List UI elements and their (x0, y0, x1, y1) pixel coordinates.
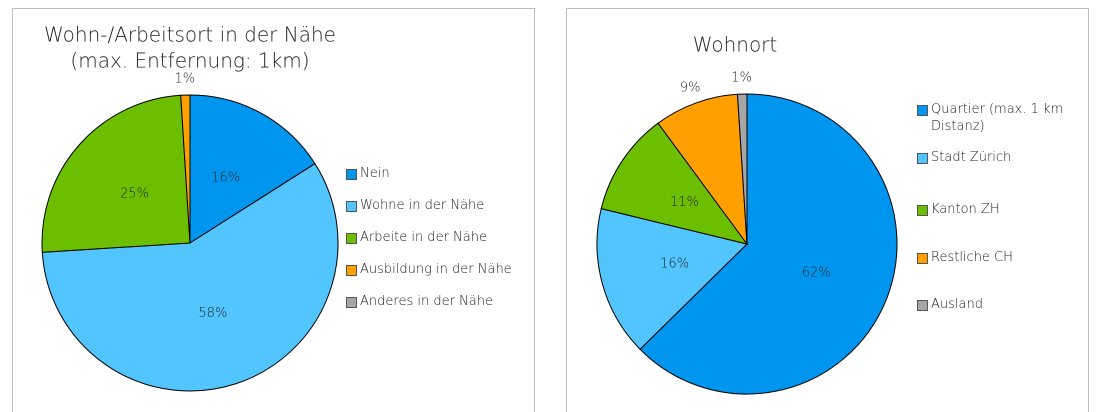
legend-label: Stadt Zürich (931, 150, 1012, 165)
legend-item: Kanton ZH (917, 201, 1000, 218)
legend-item: Anderes in der Nähe (346, 293, 493, 310)
panel (12, 8, 535, 412)
data-label: 9% (680, 81, 701, 96)
data-label: 1% (731, 71, 752, 86)
legend-swatch (346, 233, 357, 244)
pie-slice (657, 93, 748, 246)
legend-label: Nein (360, 166, 390, 181)
pie-slice (639, 93, 898, 395)
legend-swatch (346, 201, 357, 212)
legend-item: Quartier (max. 1 km Distanz) (917, 101, 1082, 135)
legend-item: Wohne in der Nähe (346, 197, 484, 214)
legend-label: Kanton ZH (931, 202, 1000, 217)
legend-swatch (346, 265, 357, 276)
legend-label: Restliche CH (931, 250, 1013, 265)
legend-label: Anderes in der Nähe (360, 294, 493, 309)
legend-swatch (346, 169, 357, 180)
legend-swatch (917, 153, 928, 164)
data-label: 11% (670, 195, 699, 210)
pie-slice (600, 122, 749, 245)
legend-swatch (917, 105, 928, 116)
pie-slice (736, 93, 748, 245)
legend-swatch (917, 253, 928, 264)
data-label: 1% (175, 72, 196, 87)
legend-item: Nein (346, 165, 390, 182)
legend-label: Ausbildung in der Nähe (360, 262, 512, 277)
data-label: 25% (120, 187, 149, 202)
legend-item: Ausland (917, 296, 983, 313)
legend-swatch (346, 297, 357, 308)
chart-title: Wohnort (693, 33, 778, 57)
pie-slice (596, 208, 748, 350)
panel (566, 8, 1089, 412)
legend-item: Ausbildung in der Nähe (346, 261, 512, 278)
legend-label: Wohne in der Nähe (360, 198, 485, 213)
data-label: 62% (802, 265, 831, 280)
legend-label: Quartier (max. 1 km Distanz) (931, 102, 1064, 134)
chart-title: (max. Entfernung: 1km) (70, 49, 309, 73)
legend-item: Stadt Zürich (917, 149, 1011, 166)
pie-slice (41, 163, 339, 392)
data-label: 16% (211, 171, 240, 186)
legend-swatch (917, 205, 928, 216)
chart-title: Wohn-/Arbeitsort in der Nähe (44, 23, 336, 47)
data-label: 58% (198, 306, 227, 321)
pie-slice (189, 94, 316, 244)
legend-item: Arbeite in der Nähe (346, 229, 487, 246)
pie-slice (41, 94, 191, 253)
legend-label: Arbeite in der Nähe (360, 230, 487, 245)
data-label: 16% (660, 256, 689, 271)
legend-swatch (917, 300, 928, 311)
legend-item: Restliche CH (917, 249, 1013, 266)
legend-label: Ausland (931, 297, 983, 312)
